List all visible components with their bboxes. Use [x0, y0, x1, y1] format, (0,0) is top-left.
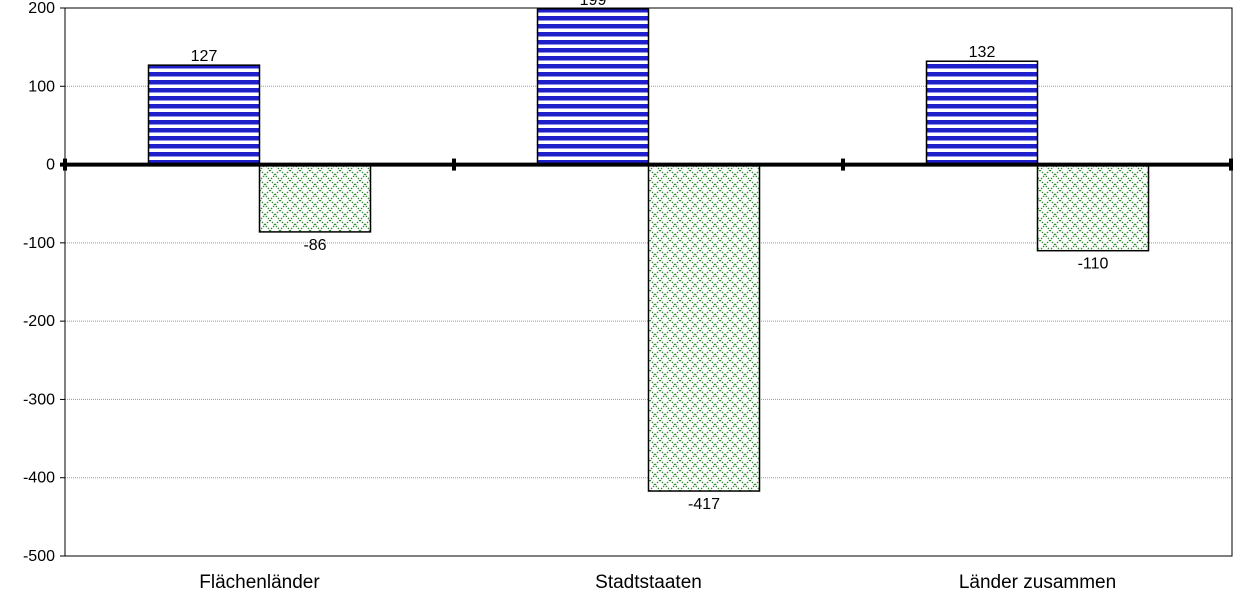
- bar: [536, 8, 650, 166]
- y-tick-label: -500: [23, 548, 55, 565]
- bar: [147, 64, 261, 166]
- data-label: 127: [191, 48, 218, 65]
- data-label: 199: [580, 0, 607, 9]
- x-category-label: Stadtstaaten: [595, 572, 702, 593]
- x-category-label: Länder zusammen: [959, 572, 1116, 593]
- bar: [258, 163, 372, 233]
- bar: [1036, 163, 1150, 252]
- y-tick-label: 0: [46, 157, 55, 174]
- y-tick-label: -200: [23, 313, 55, 330]
- y-tick-label: -100: [23, 235, 55, 252]
- y-tick-label: -300: [23, 391, 55, 408]
- bar: [925, 60, 1039, 166]
- y-tick-label: 200: [28, 0, 55, 17]
- bars: [147, 8, 1150, 492]
- y-tick-label: 100: [28, 78, 55, 95]
- labels: 200 100 0 -100 -200 -300 -400 -500 127 -86 Flächen…: [23, 0, 1116, 593]
- plot-frame: [64, 7, 1233, 557]
- axes: [60, 7, 1233, 557]
- data-label: -86: [303, 237, 326, 254]
- data-label: 132: [969, 44, 996, 61]
- bar: [647, 163, 761, 492]
- y-tick-label: -400: [23, 470, 55, 487]
- data-label: -110: [1078, 256, 1109, 273]
- data-label: -417: [688, 496, 720, 513]
- x-category-label: Flächenländer: [199, 572, 320, 593]
